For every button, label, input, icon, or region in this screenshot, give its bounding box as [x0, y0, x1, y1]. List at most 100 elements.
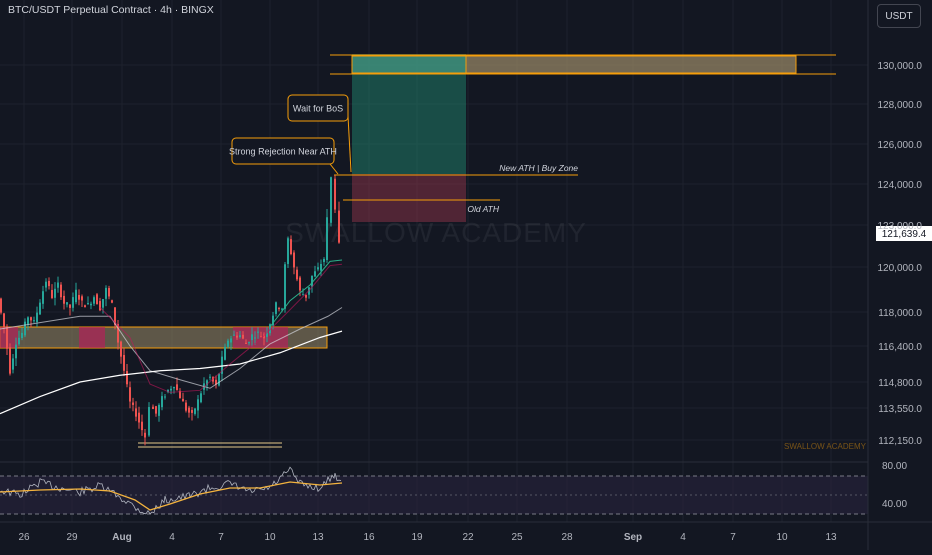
candle-body — [0, 298, 2, 313]
x-tick-label: 16 — [363, 532, 375, 543]
candle-body — [87, 303, 89, 305]
candle-body — [191, 409, 193, 413]
candle-body — [132, 402, 134, 405]
x-tick-label: 28 — [561, 532, 573, 543]
candle-body — [105, 287, 107, 299]
candle-body — [334, 178, 336, 210]
candle-body — [272, 315, 274, 326]
annotations: Wait for BoS Strong Rejection Near ATH New… — [229, 94, 932, 241]
candle-body — [69, 304, 71, 308]
moving-averages — [0, 259, 343, 415]
watermark: SWALLOW ACADEMY — [285, 217, 587, 248]
x-tick-label: Sep — [624, 532, 642, 543]
candle-body — [93, 297, 95, 304]
x-tick-label: 10 — [264, 532, 276, 543]
candle-body — [278, 308, 280, 310]
wait-bos-label: Wait for BoS — [293, 104, 343, 114]
y-tick-label: 128,000.0 — [878, 100, 923, 111]
candle-body — [293, 252, 295, 268]
candle-body — [15, 344, 17, 359]
candle-body — [230, 338, 232, 343]
candle-body — [123, 355, 125, 371]
candle-body — [78, 294, 80, 300]
candle-body — [48, 280, 50, 287]
candle-body — [251, 334, 253, 341]
ma-fast — [269, 259, 343, 328]
candle-body — [185, 402, 187, 411]
candle-body — [284, 264, 286, 309]
candle-body — [63, 295, 65, 304]
candle-body — [60, 284, 62, 298]
candle-body — [260, 336, 262, 338]
candle-body — [287, 238, 289, 264]
candle-body — [245, 342, 247, 344]
candle-body — [236, 335, 238, 338]
candle-body — [320, 263, 322, 271]
candle-body — [257, 331, 259, 333]
candle-body — [21, 332, 23, 339]
candle-body — [9, 347, 11, 374]
chart-title: BTC/USDT Perpetual Contract · 4h · BINGX — [8, 4, 214, 16]
rsi-tick-label: 40.00 — [882, 499, 907, 510]
candle-body — [182, 398, 184, 402]
candle-body — [161, 396, 163, 408]
candle-body — [302, 294, 304, 296]
candle-body — [338, 210, 340, 243]
x-tick-label: 13 — [825, 532, 837, 543]
candle-body — [305, 294, 307, 298]
y-tick-label: 118,000.0 — [878, 308, 922, 319]
x-tick-label: 4 — [169, 532, 175, 543]
candle-body — [3, 313, 5, 327]
footer-watermark: SWALLOW ACADEMY — [784, 442, 867, 451]
candle-body — [330, 177, 332, 223]
demand-highlight — [233, 327, 288, 348]
candle-body — [227, 340, 229, 347]
candle-body — [326, 217, 328, 260]
candle-body — [99, 301, 101, 311]
currency-button[interactable]: USDT — [877, 4, 921, 28]
candle-body — [170, 388, 172, 391]
candle-body — [158, 404, 160, 416]
candle-body — [6, 326, 8, 349]
x-tick-label: 19 — [411, 532, 423, 543]
candle-body — [215, 379, 217, 385]
candle-body — [72, 297, 74, 308]
candle-body — [296, 269, 298, 280]
x-tick-label: 7 — [218, 532, 224, 543]
ma-red — [99, 263, 343, 393]
candle-body — [266, 332, 268, 337]
target-band — [465, 55, 797, 74]
last-price-label: 121,639.4 — [882, 229, 927, 240]
candle-body — [148, 407, 150, 436]
y-tick-label: 123,000.0 — [878, 221, 923, 232]
candle-body — [314, 271, 316, 277]
x-tick-label: 22 — [462, 532, 474, 543]
x-tick-label: 26 — [18, 532, 30, 543]
ma-medium — [0, 307, 343, 389]
x-tick-label: 25 — [511, 532, 523, 543]
candle-body — [36, 312, 38, 322]
stop-zone — [352, 174, 466, 222]
candle-body — [108, 288, 110, 297]
x-tick-label: 13 — [312, 532, 324, 543]
candle-body — [75, 289, 77, 303]
last-price-box — [876, 226, 932, 241]
ma-slow — [0, 330, 343, 415]
rsi-pane: 80.00 40.00 — [0, 461, 907, 515]
candle-body — [242, 334, 244, 339]
x-tick-label: Aug — [112, 532, 131, 543]
candle-body — [179, 390, 181, 399]
candle-body — [224, 346, 226, 360]
y-tick-label: 113,550.0 — [878, 404, 922, 415]
x-tick-label: 10 — [776, 532, 788, 543]
candle-body — [176, 384, 178, 390]
candle-body — [90, 303, 92, 306]
y-tick-label: 116,400.0 — [878, 342, 922, 353]
y-tick-label: 120,000.0 — [878, 263, 923, 274]
candles — [0, 175, 340, 446]
candle-body — [194, 408, 196, 414]
candle-body — [218, 373, 220, 386]
zones — [0, 54, 836, 448]
